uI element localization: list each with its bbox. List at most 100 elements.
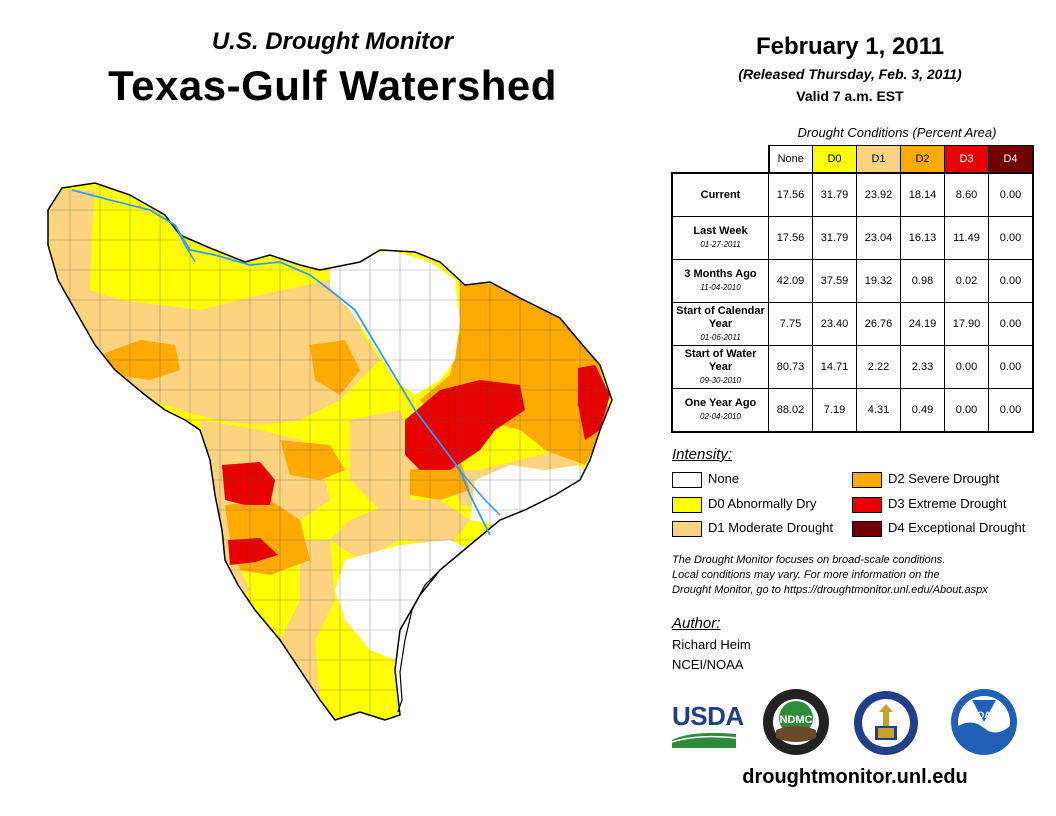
cell-value: 0.00 <box>944 388 989 433</box>
cell-value: 31.79 <box>812 172 857 217</box>
table-row: Start of Calendar Year 01-06-2011 7.75 23… <box>671 302 1034 346</box>
d3-west-region-a <box>222 462 275 505</box>
disclaimer-note: The Drought Monitor focuses on broad-sca… <box>672 554 988 596</box>
author-organization: NCEI/NOAA <box>672 657 744 672</box>
row-label: One Year Ago 02-04-2010 <box>671 388 769 433</box>
row-date: 01-06-2011 <box>700 332 741 342</box>
legend-label: None <box>708 471 740 486</box>
d1-central-region <box>350 410 420 510</box>
legend-label: D2 Severe Drought <box>888 471 1000 486</box>
legend-swatch <box>672 520 702 537</box>
map-title: Texas-Gulf Watershed <box>108 62 557 109</box>
row-date: 01-27-2011 <box>700 240 741 249</box>
d2-north-central-region <box>310 340 360 395</box>
cell-value: 17.90 <box>944 302 989 346</box>
legend-swatch <box>672 471 702 488</box>
cell-value: 17.56 <box>768 172 813 217</box>
row-date: 09-30-2010 <box>700 375 741 385</box>
cell-value: 88.02 <box>768 388 813 433</box>
legend-item-d3: D3 Extreme Drought <box>852 496 1007 513</box>
cell-value: 42.09 <box>768 259 813 303</box>
d3-west-region-b <box>228 538 278 565</box>
svg-text:NOAA: NOAA <box>971 710 998 720</box>
commerce-seal-logo <box>854 691 918 755</box>
map-subtitle: U.S. Drought Monitor <box>211 28 454 55</box>
row-label: Start of Calendar Year 01-06-2011 <box>671 302 769 346</box>
cell-value: 0.00 <box>988 302 1034 346</box>
usda-logo: USDA <box>672 701 744 731</box>
legend-item-d2: D2 Severe Drought <box>852 471 1000 488</box>
river-tributary <box>174 224 196 263</box>
cell-value: 23.04 <box>856 216 901 260</box>
cell-value: 24.19 <box>900 302 945 346</box>
row-label: Start of Water Year 09-30-2010 <box>671 345 769 389</box>
cell-value: 0.00 <box>988 345 1034 389</box>
legend-item-d1: D1 Moderate Drought <box>672 520 834 537</box>
col-header-none: None <box>768 145 813 174</box>
noaa-logo: NOAA <box>951 689 1017 755</box>
ndmc-logo: NDMC <box>763 689 829 755</box>
legend-swatch <box>852 520 882 537</box>
cell-value: 23.92 <box>856 172 901 217</box>
svg-text:NDMC: NDMC <box>780 714 813 726</box>
table-corner <box>672 145 770 174</box>
legend-swatch <box>672 496 702 513</box>
drought-map <box>47 182 613 721</box>
cell-value: 8.60 <box>944 172 989 217</box>
map-date: February 1, 2011 <box>755 33 945 60</box>
cell-value: 14.71 <box>812 345 857 389</box>
table-row: Current 17.56 31.79 23.92 18.14 8.60 0.0… <box>671 172 1034 217</box>
table-row: Last Week 01-27-2011 17.56 31.79 23.04 16… <box>671 216 1034 260</box>
cell-value: 11.49 <box>944 216 989 260</box>
cell-value: 0.00 <box>988 172 1034 217</box>
legend-swatch <box>852 471 882 488</box>
cell-value: 18.14 <box>900 172 945 217</box>
cell-value: 0.49 <box>900 388 945 433</box>
cell-value: 0.00 <box>988 216 1034 260</box>
author-name: Richard Heim <box>672 637 751 652</box>
cell-value: 0.98 <box>900 259 945 303</box>
col-header-d4: D4 <box>988 145 1034 174</box>
cell-value: 0.00 <box>988 388 1034 433</box>
table-row: One Year Ago 02-04-2010 88.02 7.19 4.31 0… <box>671 388 1034 433</box>
legend-item-d4: D4 Exceptional Drought <box>852 520 1025 537</box>
cell-value: 7.19 <box>812 388 857 433</box>
d3-east-border-region <box>578 365 610 440</box>
valid-time: Valid 7 a.m. EST <box>796 88 904 104</box>
cell-value: 0.00 <box>988 259 1034 303</box>
table-header-row: None D0 D1 D2 D3 D4 <box>672 145 1034 174</box>
cell-value: 4.31 <box>856 388 901 433</box>
cell-value: 37.59 <box>812 259 857 303</box>
river-lower-branch <box>454 464 501 516</box>
footer-url[interactable]: droughtmonitor.unl.edu <box>742 766 968 788</box>
none-north-region <box>330 250 460 395</box>
legend-item-d0: D0 Abnormally Dry <box>672 496 817 513</box>
table-row: 3 Months Ago 11-04-2010 42.09 37.59 19.32… <box>671 259 1034 303</box>
legend-item-none: None <box>672 471 740 488</box>
col-header-d2: D2 <box>900 145 945 174</box>
release-date: (Released Thursday, Feb. 3, 2011) <box>738 66 962 82</box>
row-date: 11-04-2010 <box>700 283 741 292</box>
cell-value: 31.79 <box>812 216 857 260</box>
cell-value: 80.73 <box>768 345 813 389</box>
table-caption: Drought Conditions (Percent Area) <box>797 125 997 140</box>
coastline <box>397 569 441 713</box>
row-label: Current <box>671 172 769 217</box>
d3-central-east-region <box>405 380 525 470</box>
cell-value: 2.33 <box>900 345 945 389</box>
cell-value: 0.02 <box>944 259 989 303</box>
row-label: Last Week 01-27-2011 <box>671 216 769 260</box>
cell-value: 16.13 <box>900 216 945 260</box>
watershed-boundary <box>47 182 613 721</box>
row-date: 02-04-2010 <box>700 412 741 421</box>
legend-label: D3 Extreme Drought <box>888 496 1007 511</box>
cell-value: 19.32 <box>856 259 901 303</box>
cell-value: 23.40 <box>812 302 857 346</box>
legend-label: D1 Moderate Drought <box>708 520 834 535</box>
drought-conditions-table: None D0 D1 D2 D3 D4 Current 17.56 31.79 … <box>671 145 1034 433</box>
author-heading: Author: <box>672 615 721 632</box>
legend-swatch <box>852 496 882 513</box>
legend-label: D0 Abnormally Dry <box>708 496 817 511</box>
cell-value: 2.22 <box>856 345 901 389</box>
table-row: Start of Water Year 09-30-2010 80.73 14.7… <box>671 345 1034 389</box>
